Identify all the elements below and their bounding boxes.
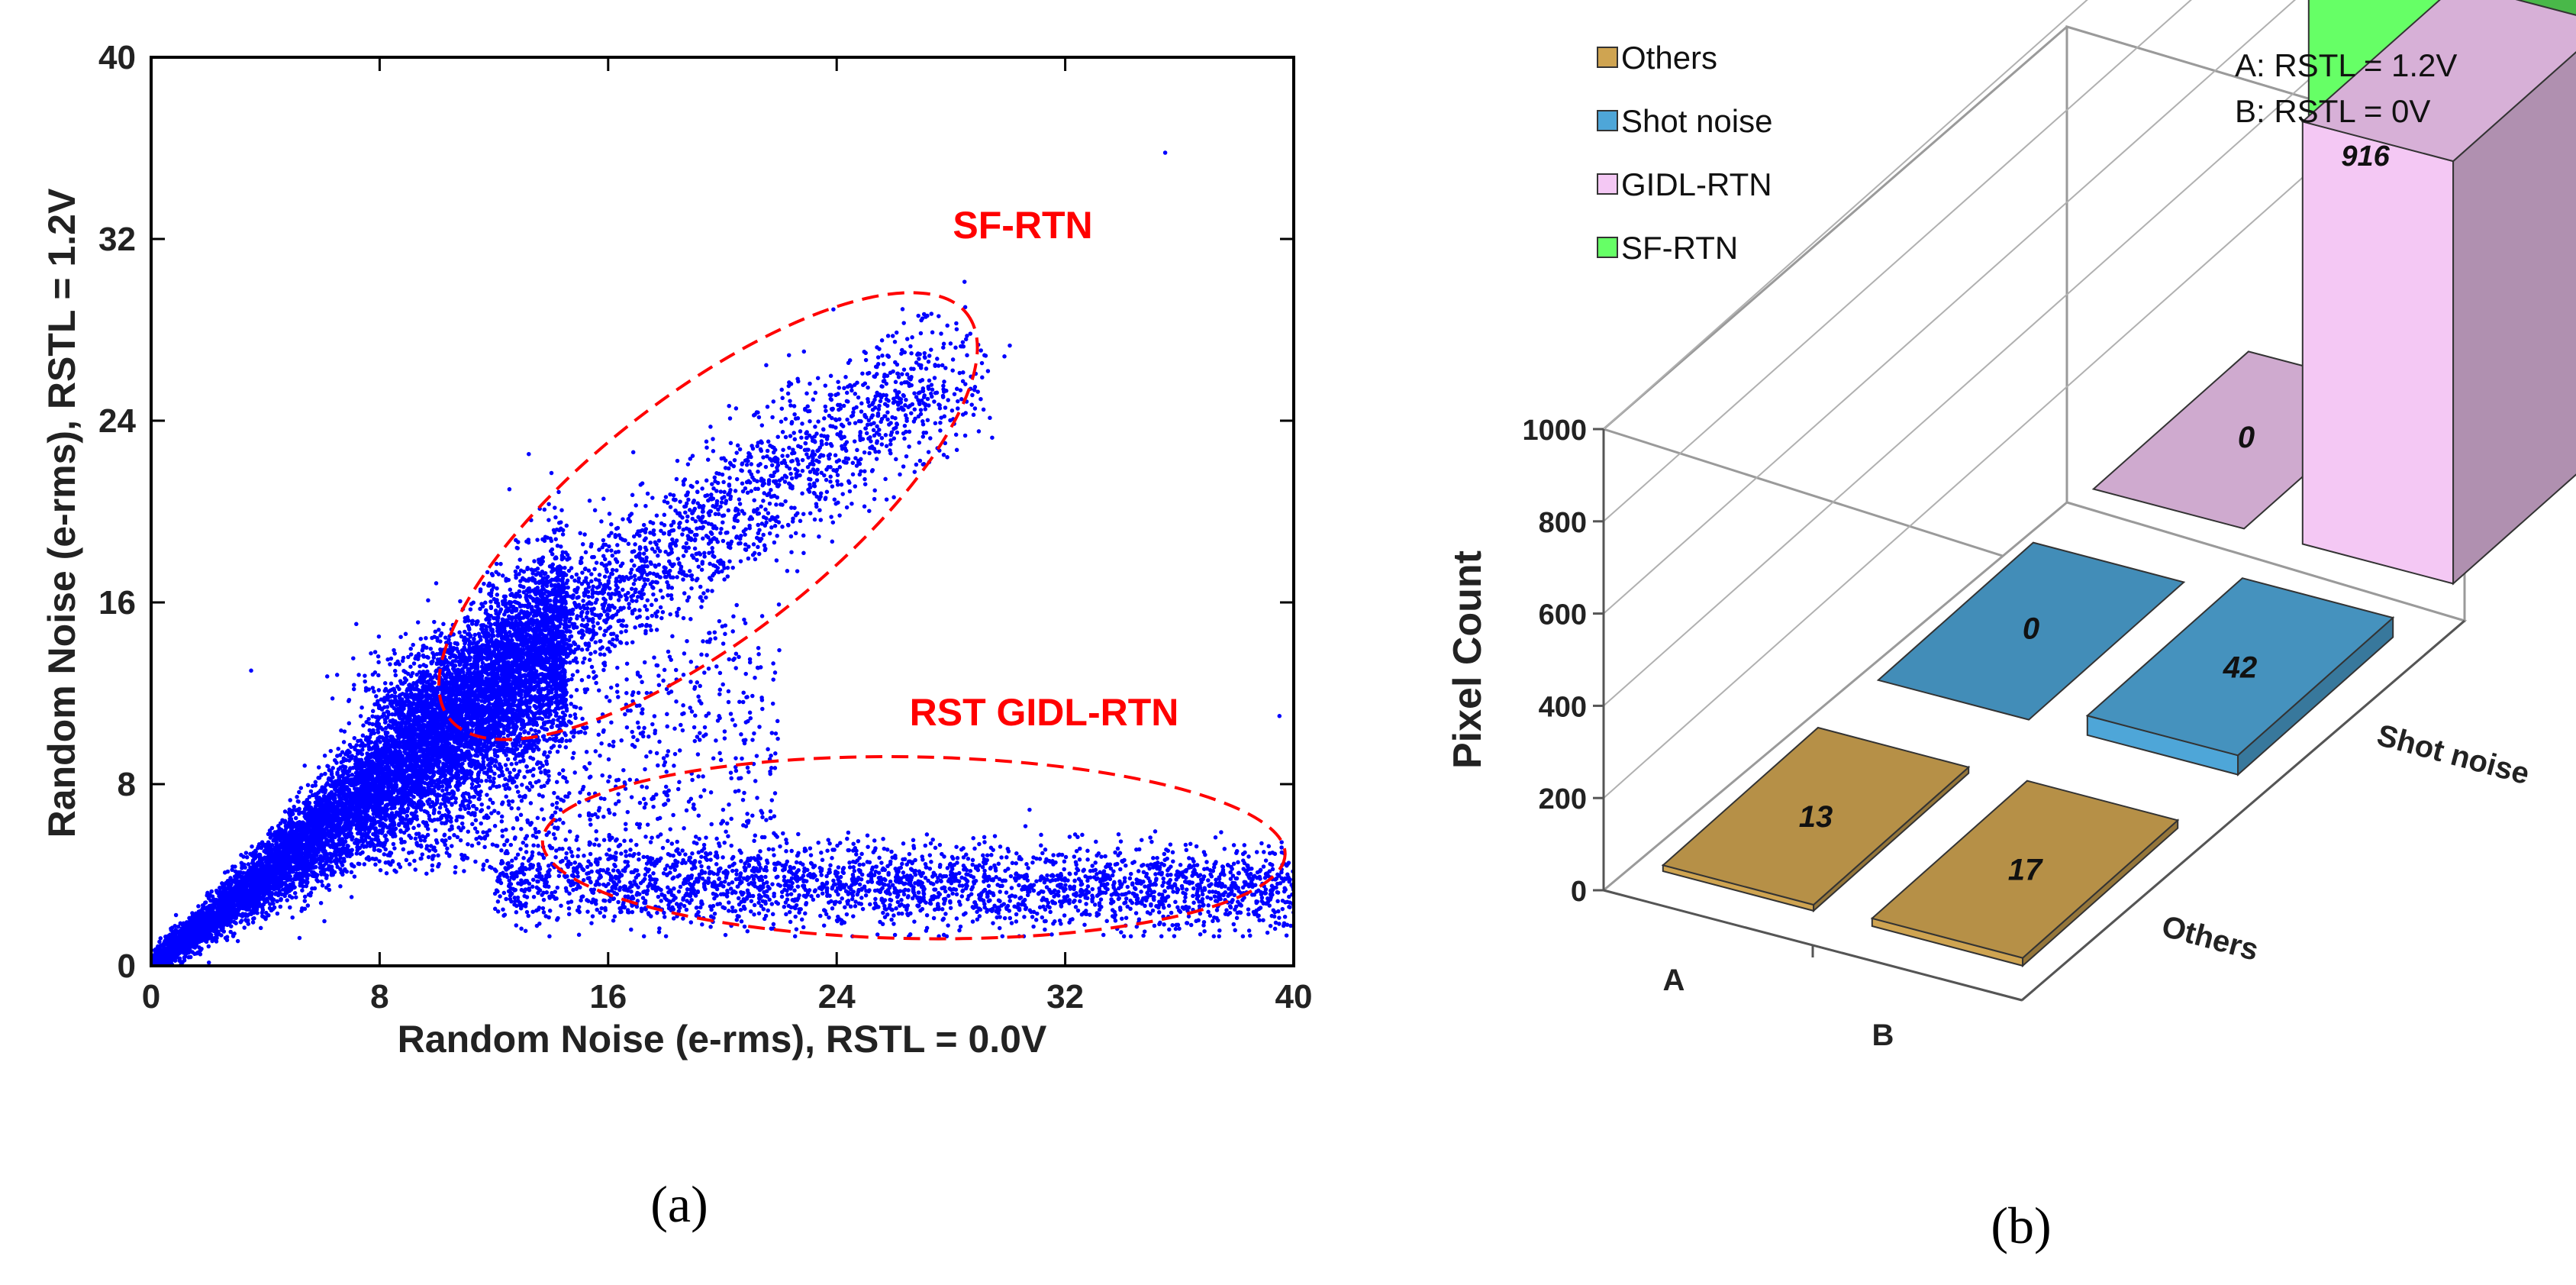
bar3d-category-label: A [1663,964,1685,997]
bar3d-depth-axis [2021,619,2465,1002]
legend-swatch-sf-rtn [1597,237,1618,258]
rst-gidl-rtn-annotation: RST GIDL-RTN [910,691,1179,734]
bar-top-face [1661,726,1971,906]
x-tick-label: 16 [589,978,627,1015]
bar3d-y-tick-label: 400 [1539,691,1587,723]
scatter-y-label: Random Noise (e-rms), RSTL = 1.2V [40,188,83,838]
scatter-point-cloud [151,150,1294,966]
scatter-panel: 0 8 16 24 32 40 0 8 16 24 32 40 Random Noise (e-rms… [40,39,1312,1233]
gridline [1603,0,2400,707]
bar3d-y-tick-label: 800 [1539,507,1587,539]
bar-others-b: 17 [1870,780,2180,968]
bar3d-legend: Others Shot noise GIDL-RTN SF-RTN [1597,40,1772,266]
bar-side-face [2452,51,2576,586]
note-a: A: RSTL = 1.2V [2235,47,2457,83]
legend-label-shot-noise: Shot noise [1621,103,1772,139]
bar3d-y-tick-label: 600 [1539,599,1587,631]
bar3d-y-tick-label: 0 [1571,876,1587,908]
y-tick-label: 32 [98,221,136,258]
y-tick-label: 0 [118,948,136,985]
gridline [1603,0,2088,430]
scatter-ticks: 0 8 16 24 32 40 0 8 16 24 32 40 [98,39,1312,1015]
gidl-rtn-region [540,755,1287,941]
bar-shot-noise-b: 42 [2085,577,2395,776]
scatter-x-label: Random Noise (e-rms), RSTL = 0.0V [398,1018,1047,1061]
bar-front-face [2301,121,2455,585]
scatter-frame [150,56,1295,967]
legend-swatch-shot-noise [1597,110,1618,131]
bar-others-a: 13 [1661,726,1971,913]
bar3d-y-label: Pixel Count [1446,550,1490,769]
bar-value-label: 0 [2023,612,2039,645]
x-tick-label: 40 [1275,978,1313,1015]
bar-top-face [1870,780,2180,959]
bar3d-panel: 0 200 400 600 800 1000 A B Others Shot noise GIDL-… [1446,0,2576,1254]
sf-rtn-annotation: SF-RTN [953,204,1092,247]
legend-label-others: Others [1621,40,1717,76]
y-tick-label: 40 [98,39,136,76]
legend-swatch-others [1597,47,1618,68]
x-tick-label: 32 [1046,978,1084,1015]
gridline [1603,0,2192,522]
panel-b-label: (b) [1991,1196,2051,1254]
bar3d-y-tick-label: 200 [1539,783,1587,815]
bar-value-label: 17 [2008,854,2043,887]
legend-label-gidl-rtn: GIDL-RTN [1621,166,1772,202]
x-tick-label: 8 [370,978,388,1015]
gridline [1603,0,2297,615]
bar3d-series-label: Shot noise [2374,718,2533,791]
y-tick-label: 16 [98,584,136,622]
y-tick-label: 24 [98,402,136,440]
bar-top-face [2085,577,2395,757]
bar-value-label: 42 [2223,651,2258,684]
x-tick-label: 24 [818,978,856,1015]
panel-a-label: (a) [650,1175,708,1233]
bar-top-face [2300,0,2576,163]
note-b: B: RSTL = 0V [2235,93,2430,129]
bar-gidl-rtn-b: 916 [2300,0,2576,586]
sf-rtn-region [437,291,979,741]
bar3d-bars: 9872509160421317 [1661,0,2576,968]
bar-value-label: 916 [2341,140,2390,173]
legend-swatch-gidl-rtn [1597,173,1618,195]
y-tick-label: 8 [118,766,136,803]
legend-label-sf-rtn: SF-RTN [1621,230,1738,266]
bar3d-category-label: B [1872,1019,1894,1052]
bar-value-label: 13 [1799,800,1833,834]
bar-shot-noise-a: 0 [1876,541,2186,721]
bar-zero-tile [1876,541,2186,721]
scatter-annotation-regions [437,291,1287,941]
bar3d-y-tick-label: 1000 [1522,415,1587,447]
bar3d-series-label: Others [2158,909,2262,967]
scatter-points [151,150,1294,966]
x-tick-label: 0 [142,978,160,1015]
bar-value-label: 0 [2238,421,2255,454]
